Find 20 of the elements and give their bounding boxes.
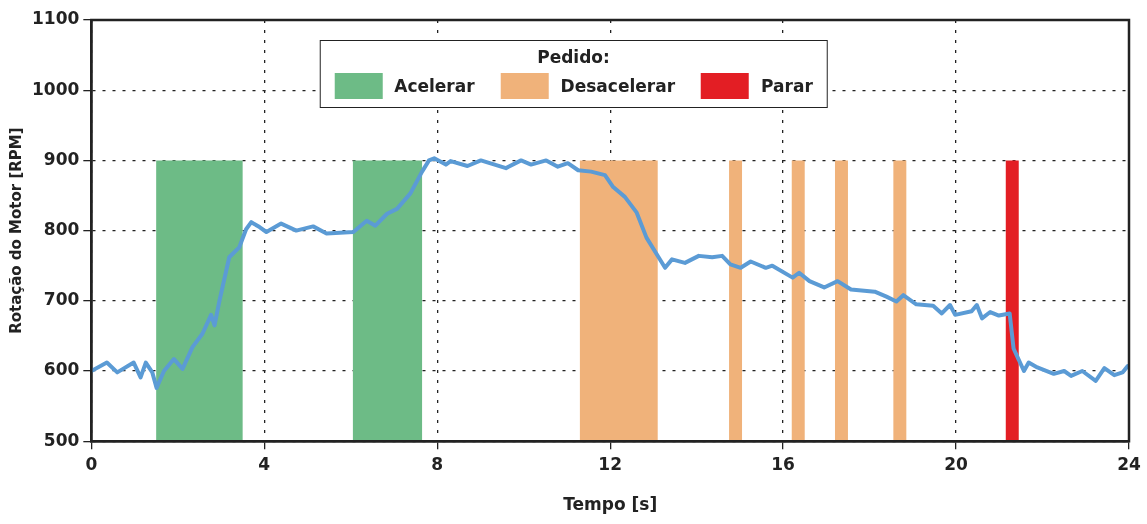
y-tick-label: 700 <box>43 289 80 310</box>
x-tick-label: 16 <box>771 453 795 474</box>
y-axis-title: Rotação do Motor [RPM] <box>6 127 25 334</box>
legend-title: Pedido: <box>536 47 611 67</box>
x-tick-label: 12 <box>598 453 622 474</box>
x-tick-label: 24 <box>1117 453 1141 474</box>
y-tick-label: 500 <box>43 429 80 450</box>
x-tick-label: 20 <box>944 453 969 474</box>
legend-label: Acelerar <box>394 76 475 96</box>
y-tick-label: 900 <box>43 148 80 169</box>
legend-label: Parar <box>761 76 813 96</box>
x-tick-label: 4 <box>258 453 271 474</box>
legend-label: Desacelerar <box>560 76 676 96</box>
y-tick-label: 600 <box>43 359 80 380</box>
y-tick-label: 1100 <box>31 8 80 29</box>
x-tick-label: 8 <box>431 453 444 474</box>
x-axis-title: Tempo [s] <box>563 494 658 515</box>
x-tick-label: 0 <box>85 453 98 474</box>
y-tick-label: 800 <box>43 219 80 240</box>
y-tick-label: 1000 <box>31 78 80 99</box>
